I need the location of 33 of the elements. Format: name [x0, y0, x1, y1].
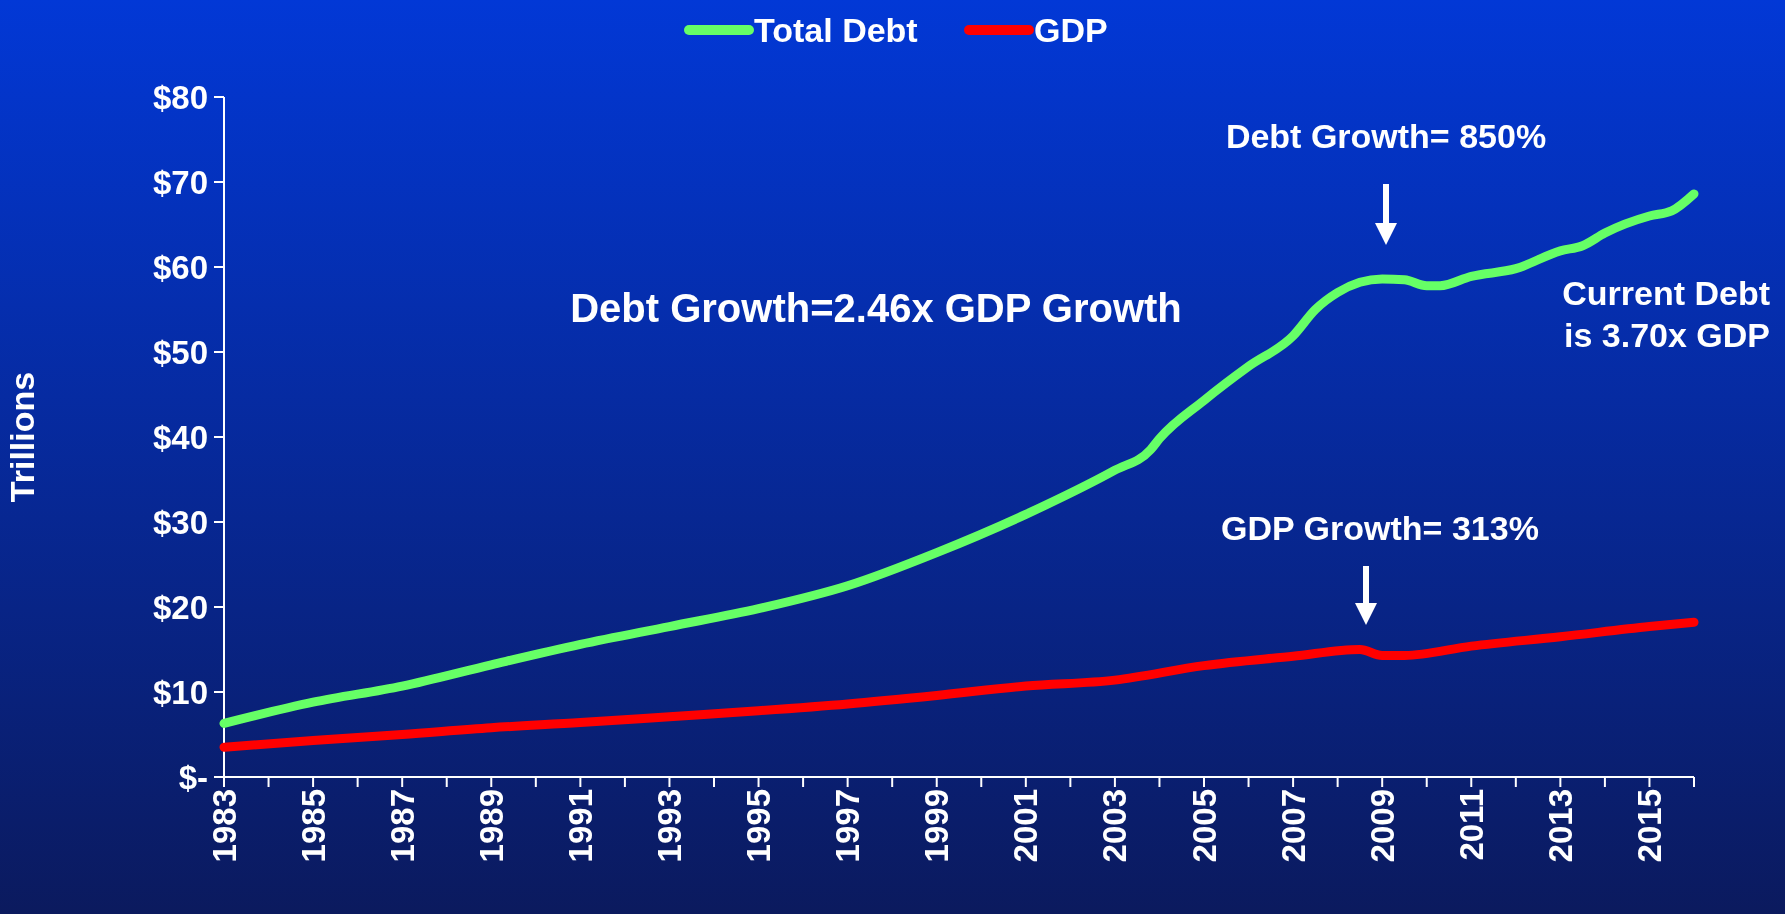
- x-tick-label: 2013: [1541, 789, 1579, 863]
- x-tick-label: 1989: [472, 789, 510, 863]
- x-tick-label: 1995: [740, 789, 778, 863]
- x-tick-label: 1993: [651, 789, 688, 863]
- x-tick-label: 2003: [1096, 789, 1134, 863]
- y-tick-label: $70: [152, 163, 208, 201]
- x-tick-label: 2009: [1363, 789, 1401, 863]
- y-tick-label: $10: [152, 673, 208, 711]
- y-tick-label: $50: [152, 333, 208, 371]
- annotation: Current Debt is 3.70x GDP: [1562, 273, 1770, 355]
- x-tick-label: 1997: [829, 789, 867, 863]
- annotation: GDP Growth= 313%: [1221, 509, 1539, 547]
- x-tick-label: 2007: [1274, 789, 1312, 863]
- y-tick-label: $20: [152, 588, 208, 626]
- y-axis-title: Trillions: [3, 371, 41, 503]
- y-tick-label: $-: [178, 758, 208, 796]
- x-tick-label: 1991: [561, 789, 599, 863]
- x-tick-label: 1987: [383, 789, 421, 863]
- y-tick-label: $80: [152, 78, 208, 116]
- legend-label: Total Debt: [754, 10, 918, 49]
- x-tick-label: 2015: [1631, 789, 1668, 863]
- annotation: Debt Growth=2.46x GDP Growth: [570, 286, 1182, 330]
- y-tick-label: $40: [152, 418, 208, 456]
- x-tick-label: 1985: [294, 789, 332, 863]
- x-tick-label: 1983: [205, 789, 243, 863]
- legend-label: GDP: [1034, 10, 1108, 49]
- x-tick-label: 2011: [1452, 789, 1490, 861]
- x-tick-label: 2005: [1185, 789, 1223, 863]
- x-tick-label: 1999: [918, 789, 956, 863]
- x-tick-label: 2001: [1007, 789, 1045, 863]
- y-tick-label: $60: [152, 248, 208, 286]
- y-tick-label: $30: [152, 503, 208, 541]
- annotation: Debt Growth= 850%: [1225, 117, 1547, 155]
